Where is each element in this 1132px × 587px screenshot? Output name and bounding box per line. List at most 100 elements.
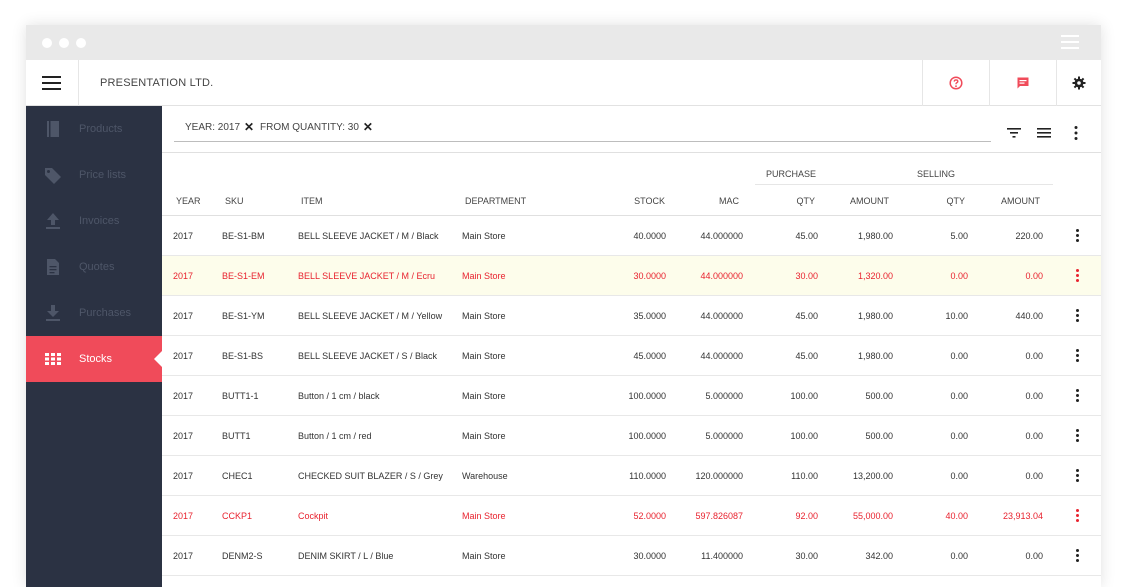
stocks-panel: YEAR: 2017 ✕ FROM QUANTITY: 30 ✕ PURCH bbox=[162, 106, 1101, 587]
cell-department: Main Store bbox=[462, 351, 506, 361]
filter-chip-year: YEAR: 2017 ✕ bbox=[185, 120, 254, 134]
cell-item: BELL SLEEVE JACKET / M / Yellow bbox=[298, 311, 443, 321]
cell-stock: 100.0000 bbox=[628, 431, 666, 441]
settings-button[interactable] bbox=[1056, 60, 1101, 106]
cell-p-qty: 110.00 bbox=[791, 471, 818, 481]
sidebar-item-purchases[interactable]: Purchases bbox=[26, 290, 162, 336]
window-dot[interactable] bbox=[59, 38, 69, 48]
column-header-mac[interactable]: MAC bbox=[719, 196, 739, 206]
filter-chip-label: FROM QUANTITY: 30 bbox=[260, 121, 359, 133]
table-row[interactable]: 2017 BUTT1-1 Button / 1 cm / black Main Sto… bbox=[162, 376, 1101, 416]
row-more-icon[interactable] bbox=[1075, 469, 1081, 483]
sidebar-item-label: Purchases bbox=[79, 307, 131, 319]
cell-year: 2017 bbox=[173, 231, 194, 241]
sidebar-item-quotes[interactable]: Quotes bbox=[26, 244, 162, 290]
column-header-item[interactable]: ITEM bbox=[301, 196, 323, 206]
upload-icon bbox=[46, 213, 60, 229]
filter-button[interactable] bbox=[1004, 123, 1024, 143]
help-button[interactable] bbox=[922, 60, 989, 106]
row-more-icon[interactable] bbox=[1075, 549, 1081, 563]
cell-item: DENIM SKIRT / L / Blue bbox=[298, 551, 394, 561]
table-row[interactable]: 2017 BE-S1-BS BELL SLEEVE JACKET / S / Bla… bbox=[162, 336, 1101, 376]
close-icon[interactable]: ✕ bbox=[244, 120, 255, 134]
cell-item: BELL SLEEVE JACKET / M / Ecru bbox=[298, 271, 436, 281]
book-icon bbox=[47, 121, 59, 137]
cell-department: Main Store bbox=[462, 231, 506, 241]
sidebar-item-stocks[interactable]: Stocks bbox=[26, 336, 162, 382]
cell-s-qty: 40.00 bbox=[945, 511, 968, 521]
messages-button[interactable] bbox=[989, 60, 1056, 106]
cell-p-qty: 100.00 bbox=[790, 431, 818, 441]
column-header-year[interactable]: YEAR bbox=[176, 196, 201, 206]
column-header-selling-amount[interactable]: AMOUNT bbox=[1001, 196, 1040, 206]
table-header: PURCHASE SELLING YEAR SKU ITEM DEPARTMEN… bbox=[162, 152, 1101, 216]
table-row[interactable]: 2017 CCKP1 Cockpit Main Store 52.0000 597.826… bbox=[162, 496, 1101, 536]
cell-p-amount: 55,000.00 bbox=[852, 511, 893, 521]
cell-stock: 100.0000 bbox=[628, 391, 666, 401]
row-more-icon[interactable] bbox=[1075, 269, 1081, 283]
column-header-selling-qty[interactable]: QTY bbox=[946, 196, 965, 206]
row-more-icon[interactable] bbox=[1075, 309, 1081, 323]
hamburger-menu-icon[interactable] bbox=[26, 60, 79, 106]
window-dot[interactable] bbox=[42, 38, 52, 48]
cell-mac: 44.000000 bbox=[700, 351, 743, 361]
sidebar-item-invoices[interactable]: Invoices bbox=[26, 198, 162, 244]
table-row[interactable]: 2017 DENM2-S DENIM SKIRT / L / Blue Main St… bbox=[162, 536, 1101, 576]
table-row[interactable]: 2017 BE-S1-YM BELL SLEEVE JACKET / M / Yel… bbox=[162, 296, 1101, 336]
table-row[interactable]: 2017 BE-S1-EM BELL SLEEVE JACKET / M / Ecr… bbox=[162, 256, 1101, 296]
cell-department: Main Store bbox=[462, 511, 506, 521]
cell-p-amount: 500.00 bbox=[865, 431, 893, 441]
table-row[interactable]: 2017 CHEC1 CHECKED SUIT BLAZER / S / Grey W… bbox=[162, 456, 1101, 496]
cell-s-amount: 440.00 bbox=[1015, 311, 1043, 321]
cell-s-qty: 0.00 bbox=[950, 391, 968, 401]
group-header-purchase: PURCHASE bbox=[766, 169, 817, 179]
close-icon[interactable]: ✕ bbox=[362, 120, 373, 134]
cell-sku: DENM2-S bbox=[222, 551, 263, 561]
column-header-purchase-qty[interactable]: QTY bbox=[796, 196, 815, 206]
cell-year: 2017 bbox=[173, 471, 194, 481]
list-icon bbox=[1037, 128, 1051, 138]
column-header-department[interactable]: DEPARTMENT bbox=[465, 196, 527, 206]
row-more-icon[interactable] bbox=[1075, 349, 1081, 363]
table-row[interactable]: 2017 BUTT1 Button / 1 cm / red Main Store 10… bbox=[162, 416, 1101, 456]
more-options-button[interactable] bbox=[1066, 123, 1086, 143]
cell-item: BELL SLEEVE JACKET / M / Black bbox=[298, 231, 439, 241]
column-header-sku[interactable]: SKU bbox=[225, 196, 244, 206]
cell-s-qty: 0.00 bbox=[950, 271, 968, 281]
cell-s-amount: 23,913.04 bbox=[1002, 511, 1043, 521]
row-more-icon[interactable] bbox=[1075, 389, 1081, 403]
cell-stock: 30.0000 bbox=[633, 271, 666, 281]
window-menu-icon[interactable] bbox=[1061, 35, 1079, 49]
cell-stock: 35.0000 bbox=[633, 311, 666, 321]
sidebar-item-label: Price lists bbox=[79, 169, 127, 181]
cell-p-qty: 45.00 bbox=[795, 231, 818, 241]
cell-sku: BE-S1-EM bbox=[222, 271, 265, 281]
filter-bar[interactable]: YEAR: 2017 ✕ FROM QUANTITY: 30 ✕ bbox=[174, 116, 991, 142]
cell-p-qty: 100.00 bbox=[790, 391, 818, 401]
tag-icon bbox=[45, 168, 61, 184]
cell-p-qty: 45.00 bbox=[795, 351, 818, 361]
cell-s-amount: 0.00 bbox=[1025, 431, 1043, 441]
row-more-icon[interactable] bbox=[1075, 429, 1081, 443]
grid-icon bbox=[45, 353, 61, 365]
filter-chip-quantity: FROM QUANTITY: 30 ✕ bbox=[260, 120, 373, 134]
column-header-stock[interactable]: STOCK bbox=[634, 196, 665, 206]
row-more-icon[interactable] bbox=[1075, 509, 1081, 523]
sidebar-item-products[interactable]: Products bbox=[26, 106, 162, 152]
table-row[interactable]: 2017 BE-S1-BM BELL SLEEVE JACKET / M / Bla… bbox=[162, 216, 1101, 256]
sidebar-item-price-lists[interactable]: Price lists bbox=[26, 152, 162, 198]
list-view-button[interactable] bbox=[1034, 123, 1054, 143]
cell-s-amount: 0.00 bbox=[1025, 271, 1043, 281]
row-more-icon[interactable] bbox=[1075, 229, 1081, 243]
cell-mac: 44.000000 bbox=[700, 311, 743, 321]
cell-department: Warehouse bbox=[462, 471, 508, 481]
column-header-purchase-amount[interactable]: AMOUNT bbox=[850, 196, 889, 206]
window-dot[interactable] bbox=[76, 38, 86, 48]
cell-department: Main Store bbox=[462, 391, 506, 401]
cell-year: 2017 bbox=[173, 511, 194, 521]
filter-icon bbox=[1007, 128, 1021, 138]
cell-item: BELL SLEEVE JACKET / S / Black bbox=[298, 351, 438, 361]
cell-stock: 45.0000 bbox=[633, 351, 666, 361]
group-divider bbox=[903, 184, 1053, 185]
cell-s-qty: 0.00 bbox=[950, 431, 968, 441]
